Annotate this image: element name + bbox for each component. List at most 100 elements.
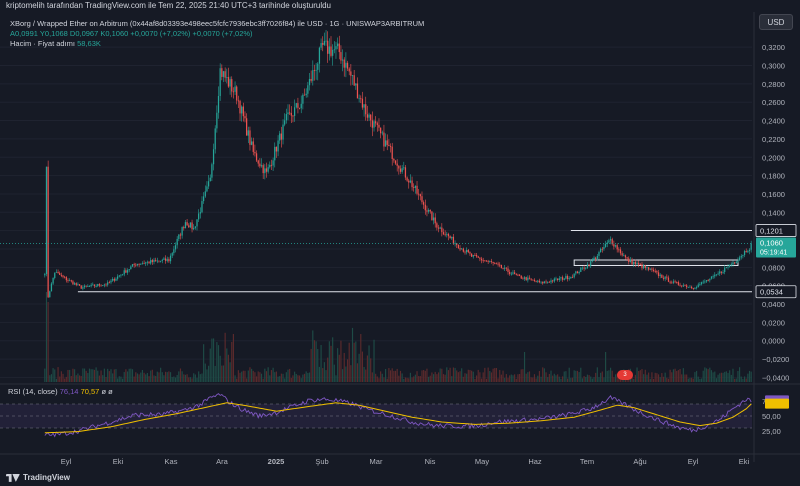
candle-body: [226, 77, 228, 78]
volume-bar: [226, 348, 228, 382]
candle-body: [581, 267, 584, 269]
candle-body: [315, 69, 317, 71]
volume-bar: [165, 371, 167, 382]
candle-body: [452, 236, 455, 244]
candle-body: [451, 236, 453, 239]
volume-bar: [452, 367, 454, 382]
volume-bar: [335, 375, 337, 382]
volume-bar: [482, 372, 484, 382]
candle-body: [692, 288, 694, 289]
volume-bar: [462, 376, 464, 382]
volume-bar: [406, 377, 408, 382]
candle-body: [328, 46, 330, 54]
candle-body: [184, 222, 187, 229]
candle-body: [494, 262, 496, 264]
volume-bar: [654, 372, 656, 382]
volume-bar: [469, 370, 471, 382]
volume-bar: [477, 369, 479, 382]
volume-bar: [568, 367, 570, 382]
candle-body: [383, 132, 385, 147]
volume-bar: [176, 374, 178, 382]
time-tick-label: Şub: [315, 457, 328, 466]
candle-body: [95, 285, 97, 287]
candle-body: [747, 251, 749, 253]
volume-bar: [83, 368, 86, 382]
volume-bar: [279, 376, 281, 382]
candle-body: [730, 264, 732, 266]
candle-body: [742, 255, 744, 256]
volume-bar: [333, 364, 335, 382]
candle-body: [647, 267, 650, 270]
candle-body: [520, 275, 522, 279]
volume-bar: [562, 376, 564, 382]
currency-button[interactable]: USD: [759, 14, 793, 30]
candle-body: [558, 278, 560, 280]
candle-body: [105, 284, 107, 286]
volume-bar: [148, 376, 150, 382]
volume-bar: [171, 377, 173, 382]
candle-body: [241, 106, 243, 114]
candle-body: [429, 209, 431, 212]
volume-bar: [78, 375, 81, 382]
candle-body: [193, 227, 195, 230]
volume-bar: [748, 370, 751, 382]
candle-body: [384, 140, 387, 147]
candle-body: [600, 248, 602, 253]
candle-body: [596, 255, 598, 259]
candle-body: [330, 46, 332, 56]
volume-bar: [676, 370, 678, 382]
volume-bar: [317, 349, 319, 382]
candle-body: [548, 281, 550, 283]
volume-bar: [47, 302, 49, 382]
volume-bar: [434, 371, 436, 382]
volume-bar: [169, 372, 172, 382]
price-tick-label: 0,0000: [762, 337, 785, 346]
level-price-tag: [755, 285, 797, 299]
volume-bar: [378, 378, 380, 382]
volume-bar: [217, 345, 220, 382]
candle-body: [150, 260, 152, 264]
volume-bar: [578, 372, 580, 382]
candle-body: [528, 277, 531, 279]
candle-body: [188, 225, 190, 228]
candle-body: [80, 285, 82, 289]
candle-body: [93, 284, 96, 287]
candle-body: [247, 130, 249, 136]
volume-bar: [214, 365, 216, 382]
candle-body: [408, 180, 410, 183]
volume-bar: [459, 371, 461, 382]
candle-body: [322, 43, 324, 45]
volume-bar: [295, 373, 297, 382]
candle-body: [490, 261, 493, 262]
volume-bar: [552, 375, 554, 382]
tradingview-logo[interactable]: TradingView: [6, 473, 70, 482]
candle-body: [88, 286, 91, 287]
candle-body: [376, 123, 378, 125]
candle-body: [47, 166, 49, 298]
chart-canvas[interactable]: 0,3200 0,3000 0,2800 0,2600 0,2400 0,2200 0,20…: [0, 12, 800, 470]
candle-body: [295, 103, 297, 108]
candle-body: [284, 120, 286, 125]
candle-body: [681, 285, 683, 287]
volume-bar: [138, 374, 140, 382]
candle-body: [540, 281, 542, 283]
volume-bar: [679, 368, 681, 382]
volume-bar: [209, 348, 211, 382]
candle-body: [482, 260, 484, 262]
volume-bar: [429, 375, 431, 382]
current-price-tag: [756, 237, 796, 258]
volume-bar: [50, 374, 53, 382]
rsi-legend: RSI (14, close) 76,14 70,57 ø ø: [8, 387, 113, 396]
events-badge[interactable]: 3: [617, 370, 633, 380]
candle-body: [633, 261, 635, 265]
candle-body: [722, 271, 724, 273]
volume-bar: [681, 374, 683, 382]
volume-bar: [431, 372, 433, 382]
volume-bar: [454, 367, 456, 382]
volume-bar: [247, 370, 249, 382]
volume-bar: [396, 368, 398, 382]
volume-bar: [112, 373, 114, 382]
volume-bar: [520, 369, 522, 382]
candle-body: [641, 264, 643, 269]
candle-body: [689, 286, 691, 288]
